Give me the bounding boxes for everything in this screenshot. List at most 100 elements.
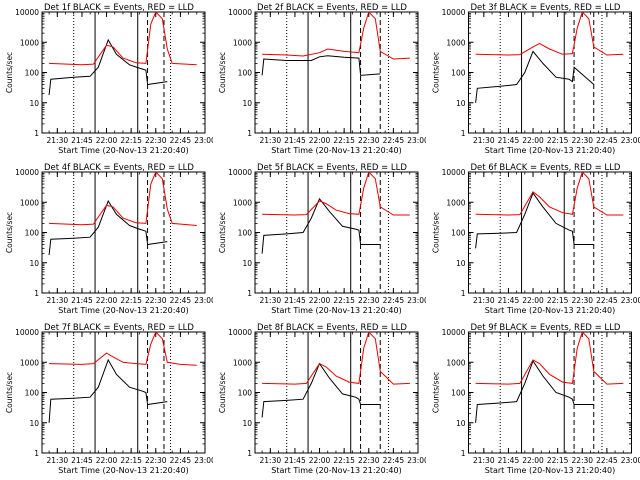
plot-frame xyxy=(468,11,632,134)
plot-frame xyxy=(41,171,206,294)
y-tick-label: 100 xyxy=(238,69,253,78)
x-tick-label: 21:45 xyxy=(71,136,93,145)
x-tick-label: 22:45 xyxy=(596,456,618,465)
x-tick-label: 21:30 xyxy=(473,136,495,145)
lld-series-line xyxy=(262,12,410,60)
y-axis-label: Counts/sec xyxy=(5,52,14,93)
events-series-line xyxy=(48,38,168,96)
y-axis-label: Counts/sec xyxy=(432,372,441,413)
y-tick-label: 1000 xyxy=(20,38,39,47)
x-tick-label: 23:00 xyxy=(407,296,426,305)
x-axis-label: Start Time (20-Nov-13 21:20:40) xyxy=(58,146,188,155)
y-tick-label: 10000 xyxy=(15,168,39,177)
y-tick-label: 100 xyxy=(451,389,466,398)
x-tick-label: 22:15 xyxy=(120,456,142,465)
x-tick-label: 22:15 xyxy=(120,296,142,305)
lld-series-line xyxy=(49,172,197,226)
lld-series-line xyxy=(262,172,410,216)
panel-title: Det 7f BLACK = Events, RED = LLD xyxy=(44,323,194,333)
lld-series-line xyxy=(49,332,197,366)
plot-frame xyxy=(468,171,632,294)
x-tick-label: 23:00 xyxy=(407,456,426,465)
x-tick-label: 21:45 xyxy=(71,296,93,305)
x-tick-label: 23:00 xyxy=(194,296,213,305)
x-tick-label: 23:00 xyxy=(194,456,213,465)
x-tick-label: 23:00 xyxy=(621,456,640,465)
x-axis-label: Start Time (20-Nov-13 21:20:40) xyxy=(58,466,188,475)
y-tick-label: 10000 xyxy=(228,8,252,17)
x-axis-label: Start Time (20-Nov-13 21:20:40) xyxy=(58,306,188,315)
x-tick-label: 21:45 xyxy=(498,456,520,465)
y-tick-label: 1 xyxy=(247,129,252,138)
x-tick-label: 22:45 xyxy=(596,136,618,145)
x-tick-label: 21:30 xyxy=(47,136,69,145)
y-axis-label: Counts/sec xyxy=(5,372,14,413)
detector-panel: 1 10 100 1000 10000 21:30 21:45 22:00 22:15 22:30… xyxy=(218,323,426,475)
detector-panel: 1 10 100 1000 10000 21:30 21:45 22:00 22:15 22:30… xyxy=(432,323,640,475)
y-tick-label: 100 xyxy=(238,389,253,398)
y-tick-label: 100 xyxy=(25,389,40,398)
y-tick-label: 10 xyxy=(456,99,466,108)
events-series-line xyxy=(261,55,381,76)
y-tick-label: 100 xyxy=(451,69,466,78)
x-tick-label: 22:00 xyxy=(96,136,118,145)
y-tick-label: 10000 xyxy=(228,328,252,337)
plot-frame xyxy=(254,331,419,454)
y-tick-label: 1000 xyxy=(20,198,39,207)
y-tick-label: 10 xyxy=(29,419,39,428)
plot-frame xyxy=(468,331,632,454)
detector-panel: 1 10 100 1000 10000 21:30 21:45 22:00 22:15 22:30… xyxy=(5,3,213,155)
x-tick-label: 22:30 xyxy=(358,296,380,305)
x-tick-label: 21:30 xyxy=(260,456,282,465)
detector-panel: 1 10 100 1000 10000 21:30 21:45 22:00 22:15 22:30… xyxy=(5,323,213,475)
panel-title: Det 1f BLACK = Events, RED = LLD xyxy=(44,3,194,13)
y-tick-label: 1000 xyxy=(446,198,465,207)
y-tick-label: 1 xyxy=(34,129,39,138)
y-axis-label: Counts/sec xyxy=(218,372,227,413)
x-tick-label: 23:00 xyxy=(194,136,213,145)
x-tick-label: 22:30 xyxy=(571,456,593,465)
x-axis-label: Start Time (20-Nov-13 21:20:40) xyxy=(271,306,401,315)
y-tick-label: 10 xyxy=(456,419,466,428)
y-tick-label: 10000 xyxy=(442,168,466,177)
x-tick-label: 21:30 xyxy=(473,456,495,465)
x-tick-label: 23:00 xyxy=(407,136,426,145)
x-tick-label: 23:00 xyxy=(621,296,640,305)
y-tick-label: 1 xyxy=(461,129,466,138)
x-axis-label: Start Time (20-Nov-13 21:20:40) xyxy=(271,146,401,155)
y-tick-label: 100 xyxy=(25,69,40,78)
events-series-line xyxy=(48,358,168,423)
lld-series-line xyxy=(49,12,197,66)
y-tick-label: 1 xyxy=(461,449,466,458)
y-tick-label: 1000 xyxy=(446,358,465,367)
events-series-line xyxy=(475,359,594,423)
detector-panel: 1 10 100 1000 10000 21:30 21:45 22:00 22:15 22:30… xyxy=(432,163,640,315)
x-tick-label: 22:00 xyxy=(522,456,544,465)
x-tick-label: 21:30 xyxy=(260,136,282,145)
detector-panel: 1 10 100 1000 10000 21:30 21:45 22:00 22:15 22:30… xyxy=(218,163,426,315)
panel-title: Det 6f BLACK = Events, RED = LLD xyxy=(471,163,621,173)
x-tick-label: 22:30 xyxy=(145,136,167,145)
y-tick-label: 10 xyxy=(29,99,39,108)
x-tick-label: 22:45 xyxy=(383,136,405,145)
detector-panel: 1 10 100 1000 10000 21:30 21:45 22:00 22:15 22:30… xyxy=(432,3,640,155)
x-axis-label: Start Time (20-Nov-13 21:20:40) xyxy=(485,306,615,315)
y-axis-label: Counts/sec xyxy=(432,212,441,253)
plot-frame xyxy=(41,11,206,134)
lld-series-line xyxy=(475,332,624,385)
lld-series-line xyxy=(475,12,624,56)
x-tick-label: 22:30 xyxy=(358,136,380,145)
events-series-line xyxy=(475,50,595,103)
y-tick-label: 1000 xyxy=(446,38,465,47)
y-tick-label: 1000 xyxy=(233,38,252,47)
x-tick-label: 21:45 xyxy=(284,456,306,465)
x-axis-label: Start Time (20-Nov-13 21:20:40) xyxy=(271,466,401,475)
x-axis-label: Start Time (20-Nov-13 21:20:40) xyxy=(485,466,615,475)
x-tick-label: 22:15 xyxy=(333,456,355,465)
x-tick-label: 22:15 xyxy=(547,136,569,145)
x-tick-label: 21:45 xyxy=(284,136,306,145)
x-tick-label: 22:15 xyxy=(547,456,569,465)
x-tick-label: 22:30 xyxy=(571,136,593,145)
panel-title: Det 2f BLACK = Events, RED = LLD xyxy=(257,3,407,13)
x-tick-label: 22:30 xyxy=(145,296,167,305)
